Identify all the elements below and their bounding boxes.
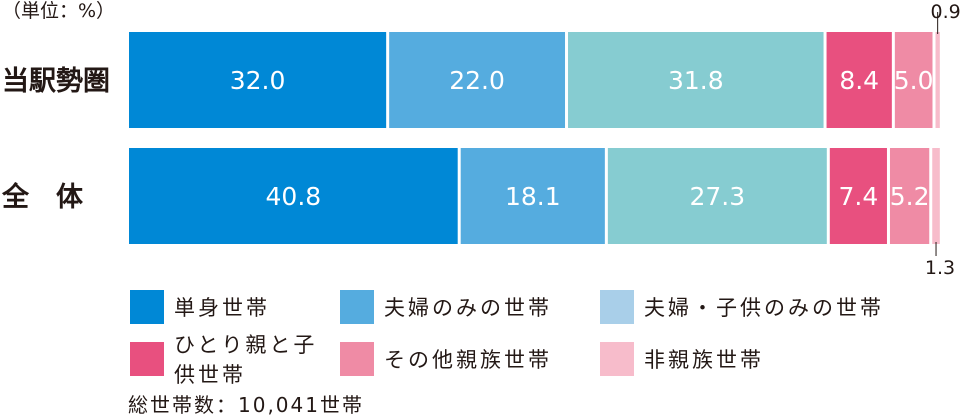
data-label-1-2: 27.3 bbox=[689, 182, 745, 211]
bar-1-4 bbox=[889, 148, 930, 244]
legend-label-couple: 夫婦のみの世帯 bbox=[384, 296, 552, 320]
legend-swatch-couple-children bbox=[600, 290, 634, 324]
data-label-1-3: 7.4 bbox=[839, 182, 879, 211]
legend-label-single: 単身世帯 bbox=[174, 296, 270, 320]
legend-swatch-couple bbox=[340, 290, 374, 324]
data-label-0-3: 8.4 bbox=[839, 66, 879, 95]
bar-0-4 bbox=[894, 32, 933, 128]
data-label-0-1: 22.0 bbox=[449, 66, 505, 95]
legend-item-single-parent: ひとり親と子供世帯 bbox=[130, 333, 340, 387]
legend-item-other-relatives: その他親族世帯 bbox=[340, 342, 600, 376]
bar-1-3 bbox=[829, 148, 887, 244]
category-label-0: 当駅勢圏 bbox=[2, 66, 110, 97]
legend-item-couple-children: 夫婦・子供のみの世帯 bbox=[600, 290, 920, 324]
stacked-bar-chart: 当駅勢圏 32.0 22.0 31.8 8.4 5.0 0.9 全 体 40.8 18.1 27.3… bbox=[1, 1, 960, 279]
data-label-0-2: 31.8 bbox=[668, 66, 724, 95]
bar-0-0 bbox=[129, 32, 387, 128]
unit-label: （単位：%） bbox=[2, 0, 116, 22]
data-label-0-4: 5.0 bbox=[894, 66, 934, 95]
bar-0-2 bbox=[568, 32, 824, 128]
legend-item-single: 単身世帯 bbox=[130, 290, 340, 324]
data-label-1-0: 40.8 bbox=[266, 182, 322, 211]
data-label-1-4: 5.2 bbox=[890, 182, 930, 211]
bar-0-1 bbox=[389, 32, 566, 128]
bar-1-2 bbox=[607, 148, 827, 244]
data-label-0-0: 32.0 bbox=[230, 66, 286, 95]
data-label-0-5: 0.9 bbox=[931, 1, 960, 23]
legend-label-non-relatives: 非親族世帯 bbox=[644, 348, 764, 372]
legend-swatch-non-relatives bbox=[600, 342, 634, 376]
bar-0-3 bbox=[826, 32, 892, 128]
bar-1-1 bbox=[460, 148, 605, 244]
legend: 単身世帯 夫婦のみの世帯 夫婦・子供のみの世帯 ひとり親と子供世帯 その他親族世… bbox=[130, 290, 960, 387]
category-label-1: 全 体 bbox=[1, 181, 84, 213]
bar-1-0 bbox=[129, 148, 458, 244]
legend-swatch-single-parent bbox=[130, 342, 164, 376]
legend-label-couple-children: 夫婦・子供のみの世帯 bbox=[644, 296, 884, 320]
bar-1-5 bbox=[932, 148, 940, 244]
total-households: 総世帯数：10,041世帯 bbox=[128, 393, 364, 417]
data-label-1-1: 18.1 bbox=[505, 182, 561, 211]
bar-0-5 bbox=[935, 32, 940, 128]
legend-swatch-single bbox=[130, 290, 164, 324]
legend-swatch-other-relatives bbox=[340, 342, 374, 376]
legend-item-non-relatives: 非親族世帯 bbox=[600, 342, 920, 376]
legend-label-single-parent: ひとり親と子供世帯 bbox=[174, 333, 318, 387]
legend-item-couple: 夫婦のみの世帯 bbox=[340, 290, 600, 324]
data-label-1-5: 1.3 bbox=[925, 257, 955, 279]
legend-label-other-relatives: その他親族世帯 bbox=[384, 348, 552, 372]
